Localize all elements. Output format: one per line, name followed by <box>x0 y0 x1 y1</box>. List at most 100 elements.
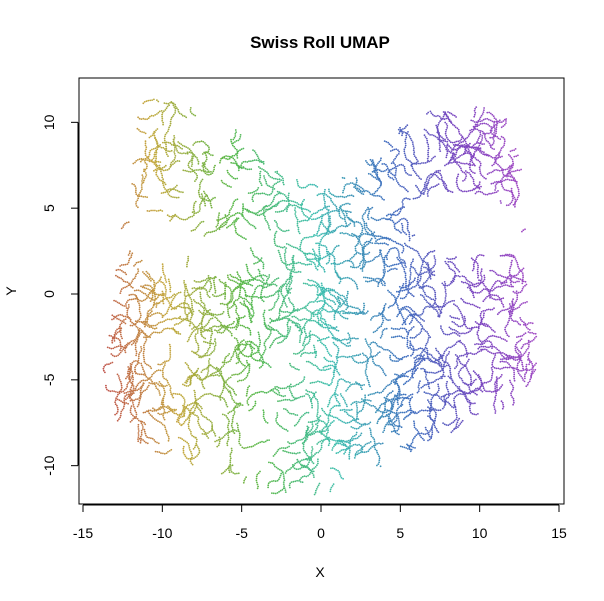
data-point <box>158 392 161 394</box>
data-point <box>398 406 401 408</box>
data-point <box>468 150 470 152</box>
data-point <box>182 383 184 386</box>
data-point <box>347 447 350 450</box>
data-point <box>106 346 109 349</box>
data-point <box>323 199 326 201</box>
data-point <box>257 211 259 214</box>
data-point <box>215 225 218 228</box>
data-point <box>116 410 119 413</box>
data-point <box>435 175 438 177</box>
data-point <box>272 200 274 203</box>
data-point <box>306 304 309 307</box>
data-point <box>329 364 332 367</box>
data-point <box>276 479 279 482</box>
data-point <box>312 301 315 303</box>
data-point <box>513 401 515 404</box>
data-point <box>133 183 135 186</box>
data-point <box>259 441 262 444</box>
data-point <box>323 197 325 199</box>
data-point <box>309 456 312 459</box>
data-point <box>142 411 145 414</box>
data-point <box>350 194 353 197</box>
data-point <box>454 367 456 370</box>
data-point <box>457 419 459 422</box>
data-point <box>257 268 260 271</box>
data-point <box>461 393 463 396</box>
data-point <box>138 304 141 307</box>
data-point <box>206 168 209 171</box>
data-point <box>462 137 465 140</box>
data-point <box>127 284 130 287</box>
data-point <box>330 396 333 398</box>
data-point <box>370 433 372 436</box>
data-point <box>339 440 342 443</box>
data-point <box>303 449 305 452</box>
data-point <box>393 412 396 414</box>
data-point <box>399 288 402 290</box>
data-point <box>161 329 164 332</box>
data-point <box>264 217 266 220</box>
data-point <box>377 242 380 245</box>
data-point <box>298 329 301 332</box>
data-point <box>412 347 415 350</box>
data-point <box>432 266 434 269</box>
data-point <box>116 406 119 409</box>
data-point <box>346 405 348 408</box>
data-point <box>320 238 323 241</box>
data-point <box>334 416 337 419</box>
data-point <box>501 155 503 158</box>
data-point <box>459 310 462 313</box>
data-point <box>165 432 168 435</box>
data-point <box>473 304 476 307</box>
data-point <box>268 461 270 464</box>
data-point <box>320 233 323 236</box>
data-point <box>117 314 120 317</box>
data-point <box>364 338 367 341</box>
data-point <box>485 338 488 341</box>
data-point <box>228 307 231 309</box>
data-point <box>374 242 376 245</box>
data-point <box>196 377 199 379</box>
data-point <box>189 449 191 451</box>
data-point <box>410 448 413 451</box>
data-point <box>305 305 307 308</box>
data-point <box>223 363 226 366</box>
data-point <box>204 142 206 144</box>
data-point <box>491 120 494 123</box>
data-point <box>445 186 448 189</box>
data-point <box>226 184 229 187</box>
data-point <box>107 389 110 392</box>
data-point <box>371 206 374 209</box>
data-point <box>392 161 394 163</box>
data-point <box>427 332 429 335</box>
data-point <box>228 316 231 318</box>
data-point <box>524 284 526 287</box>
data-point <box>437 132 440 135</box>
data-point <box>230 275 233 278</box>
data-point <box>247 403 250 406</box>
data-point <box>403 446 406 449</box>
data-point <box>333 420 335 422</box>
data-point <box>347 409 349 411</box>
data-point <box>250 168 253 171</box>
data-point <box>475 285 478 288</box>
data-point <box>235 344 238 347</box>
data-point <box>340 208 343 211</box>
data-point <box>318 243 321 245</box>
data-point <box>222 436 225 438</box>
data-point <box>363 304 366 307</box>
data-point <box>326 205 329 208</box>
data-point <box>476 393 478 396</box>
data-point <box>367 450 370 453</box>
data-point <box>464 173 467 176</box>
data-point <box>161 373 164 376</box>
data-point <box>364 228 367 231</box>
data-point <box>464 323 467 326</box>
data-point <box>467 360 469 363</box>
data-point <box>468 162 471 165</box>
data-point <box>223 155 226 158</box>
data-point <box>335 397 338 400</box>
data-point <box>497 169 499 172</box>
data-point <box>250 445 253 448</box>
data-point <box>272 319 275 322</box>
